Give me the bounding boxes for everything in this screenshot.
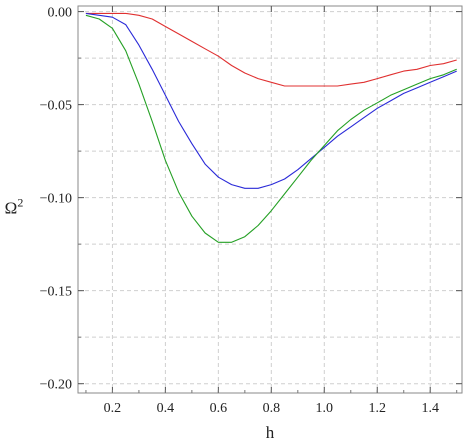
y-axis-title-base: Ω [5, 199, 18, 218]
y-axis-title: Ω2 [5, 196, 24, 218]
series-line-2 [85, 12, 457, 189]
y-tick-label: −0.10 [40, 192, 72, 207]
x-tick-label: 0.6 [210, 401, 228, 416]
series-line-1 [85, 12, 457, 87]
axis-ticks: 0.2 0.4 0.6 0.8 1.0 1.2 1.4 0.00 −0.05 −0.10 −0.15… [40, 6, 462, 416]
x-tick-label: 0.4 [157, 401, 175, 416]
x-tick-label: 1.4 [421, 401, 439, 416]
series-lines [85, 12, 457, 243]
series-line-3 [85, 14, 457, 243]
y-tick-label: −0.20 [40, 378, 72, 393]
x-axis-title: h [266, 423, 275, 442]
x-tick-label: 0.2 [104, 401, 122, 416]
y-tick-label: −0.05 [40, 99, 72, 114]
x-tick-label: 1.2 [369, 401, 387, 416]
y-tick-label: −0.15 [40, 285, 72, 300]
y-tick-label: 0.00 [48, 6, 73, 21]
plot-frame [77, 5, 463, 394]
x-tick-label: 0.8 [263, 401, 281, 416]
y-axis-title-superscript: 2 [17, 196, 23, 210]
x-tick-label: 1.0 [316, 401, 334, 416]
grid-lines [78, 6, 462, 393]
